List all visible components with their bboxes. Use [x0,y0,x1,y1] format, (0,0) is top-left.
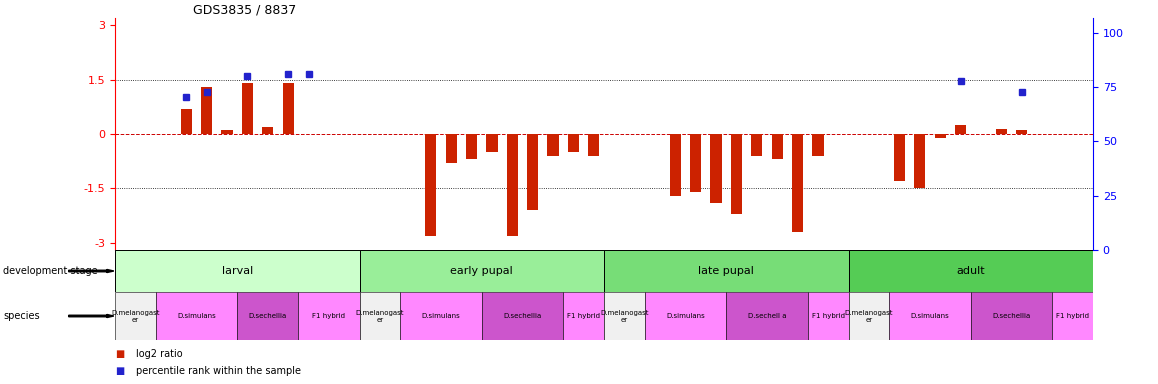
Bar [604,250,849,292]
Text: D.simulans: D.simulans [910,313,950,319]
Bar [604,292,645,340]
Text: GDS3835 / 8837: GDS3835 / 8837 [193,4,296,17]
Text: D.melanogast
er: D.melanogast er [600,310,648,323]
Text: D.melanogast
er: D.melanogast er [844,310,893,323]
Text: adult: adult [957,266,985,276]
Bar [237,292,299,340]
Bar [894,134,906,181]
Text: species: species [3,311,41,321]
Text: D.sechell a: D.sechell a [748,313,786,319]
Text: D.sechellia: D.sechellia [249,313,287,319]
Bar [201,87,212,134]
Text: D.simulans: D.simulans [666,313,705,319]
Bar [181,109,192,134]
Bar [812,134,823,156]
Bar [486,134,498,152]
Bar [283,83,294,134]
Bar [914,134,925,189]
Bar [221,131,233,134]
Text: D.melanogast
er: D.melanogast er [356,310,404,323]
Bar [242,83,254,134]
Bar [669,134,681,195]
Bar [690,134,702,192]
Bar [446,134,456,163]
Text: F1 hybrid: F1 hybrid [313,313,345,319]
Bar [808,292,849,340]
Text: D.melanogast
er: D.melanogast er [111,310,160,323]
Bar [889,292,970,340]
Bar [563,292,604,340]
Bar [155,292,237,340]
Bar [1053,292,1093,340]
Bar [466,134,477,159]
Text: log2 ratio: log2 ratio [135,349,183,359]
Text: ■: ■ [115,366,124,376]
Text: F1 hybrid: F1 hybrid [567,313,600,319]
Text: development stage: development stage [3,266,98,276]
Bar [527,134,538,210]
Text: F1 hybrid: F1 hybrid [1056,313,1090,319]
Bar [115,292,155,340]
Bar [849,292,889,340]
Bar [726,292,808,340]
Bar [359,250,604,292]
Bar [996,129,1007,134]
Text: larval: larval [221,266,252,276]
Bar [711,134,721,203]
Text: early pupal: early pupal [450,266,513,276]
Bar [425,134,437,235]
Bar [849,250,1093,292]
Bar [359,292,401,340]
Bar [645,292,726,340]
Text: D.simulans: D.simulans [177,313,215,319]
Text: D.simulans: D.simulans [422,313,461,319]
Text: ■: ■ [115,349,124,359]
Text: late pupal: late pupal [698,266,754,276]
Bar [752,134,762,156]
Text: D.sechellia: D.sechellia [992,313,1031,319]
Bar [1016,131,1027,134]
Bar [935,134,946,137]
Bar [299,292,359,340]
Bar [792,134,804,232]
Bar [955,125,966,134]
Bar [482,292,563,340]
Bar [588,134,600,156]
Bar [567,134,579,152]
Text: D.sechellia: D.sechellia [504,313,542,319]
Bar [970,292,1053,340]
Bar [115,250,359,292]
Bar [401,292,482,340]
Text: F1 hybrid: F1 hybrid [812,313,844,319]
Text: percentile rank within the sample: percentile rank within the sample [135,366,301,376]
Bar [771,134,783,159]
Bar [548,134,558,156]
Bar [262,127,273,134]
Bar [731,134,742,214]
Bar [507,134,518,235]
